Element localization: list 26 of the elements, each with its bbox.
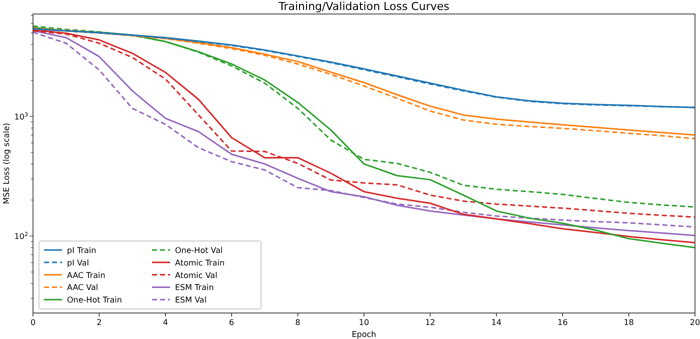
legend-label: ESM Train [175,283,214,292]
legend-label: One-Hot Val [175,246,223,255]
legend-label: AAC Train [67,270,106,280]
x-tick-label: 18 [624,318,634,327]
y-axis-title: MSE Loss (log scale) [2,122,11,204]
x-tick-label: 20 [690,318,700,327]
y-tick-label: 10$^{3}$ [14,111,28,122]
chart-title: Training/Validation Loss Curves [278,0,450,13]
legend-label: Atomic Val [175,270,218,280]
x-tick-label: 4 [162,318,168,327]
y-tick-label: 10$^{2}$ [14,231,28,242]
x-tick-label: 0 [30,318,36,327]
x-tick-label: 10 [358,318,370,327]
x-tick-label: 2 [96,318,102,327]
legend-label: ESM Val [175,296,207,305]
x-tick-label: 16 [558,318,568,327]
legend-label: pI Train [67,246,96,255]
legend-label: pI Val [67,258,89,268]
x-tick-label: 12 [425,318,436,327]
legend-label: Atomic Train [175,258,225,268]
legend-label: One-Hot Train [67,296,122,305]
x-tick-label: 8 [295,318,300,327]
x-tick-label: 6 [229,318,234,327]
legend-label: AAC Val [67,283,98,292]
x-axis-title: Epoch [352,330,376,339]
x-tick-label: 14 [491,318,502,327]
